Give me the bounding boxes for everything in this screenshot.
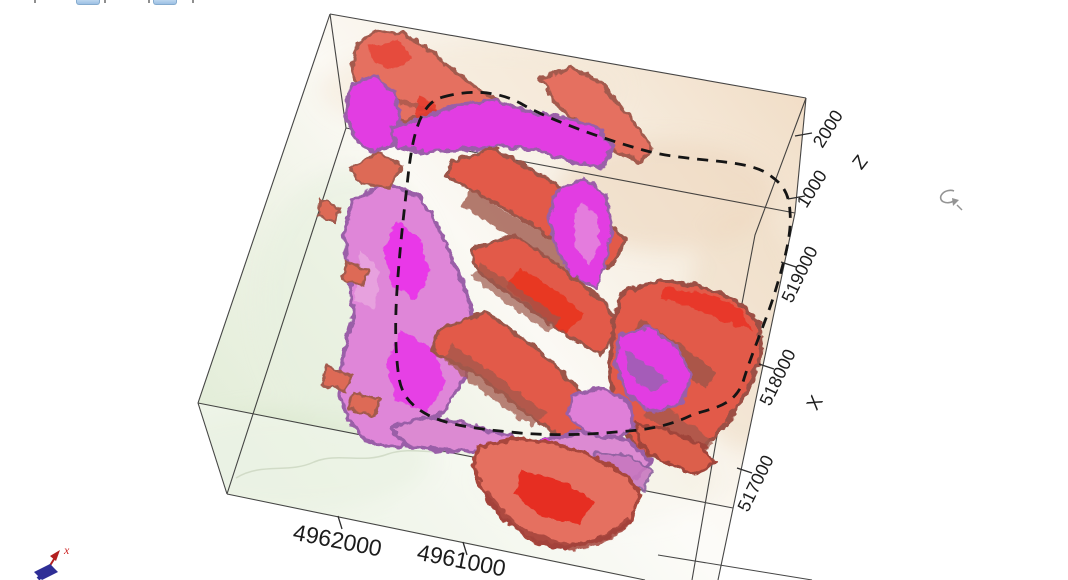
ore-red-fingers [316,150,404,418]
rotate-cursor-icon [939,189,963,211]
z-axis-title: Z [849,151,873,173]
axis-tick-marks [337,132,813,556]
x-axis-arrow [50,550,60,561]
toolbar-button-fragment[interactable] [76,0,100,5]
ore-red-ne-limb [538,66,654,164]
toolbar-separator [34,0,36,3]
x-axis-marker-label: x [63,543,70,557]
toolbar-button-fragment[interactable] [153,0,177,5]
toolbar-separator [104,0,106,3]
orientation-axes-widget: x [34,543,70,580]
dashed-boundary-outline [394,90,792,437]
ore-red-se-piece [634,422,718,476]
x-axis-title: X [803,392,828,414]
y-tick-4962000: 4962000 [291,519,384,562]
ore-magenta-top-band [388,98,614,170]
ore-magenta-top-left [344,74,402,154]
voxel-model [316,28,764,551]
terrain-relief-line [235,449,461,479]
toolbar-separator [148,0,150,3]
z-tick-2000: 2000 [809,107,847,152]
toolbar-separator [192,0,194,3]
bounding-box-edges [197,13,813,580]
